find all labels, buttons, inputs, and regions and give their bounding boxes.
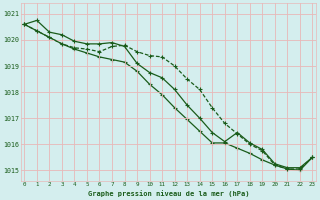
X-axis label: Graphe pression niveau de la mer (hPa): Graphe pression niveau de la mer (hPa) (88, 190, 249, 197)
